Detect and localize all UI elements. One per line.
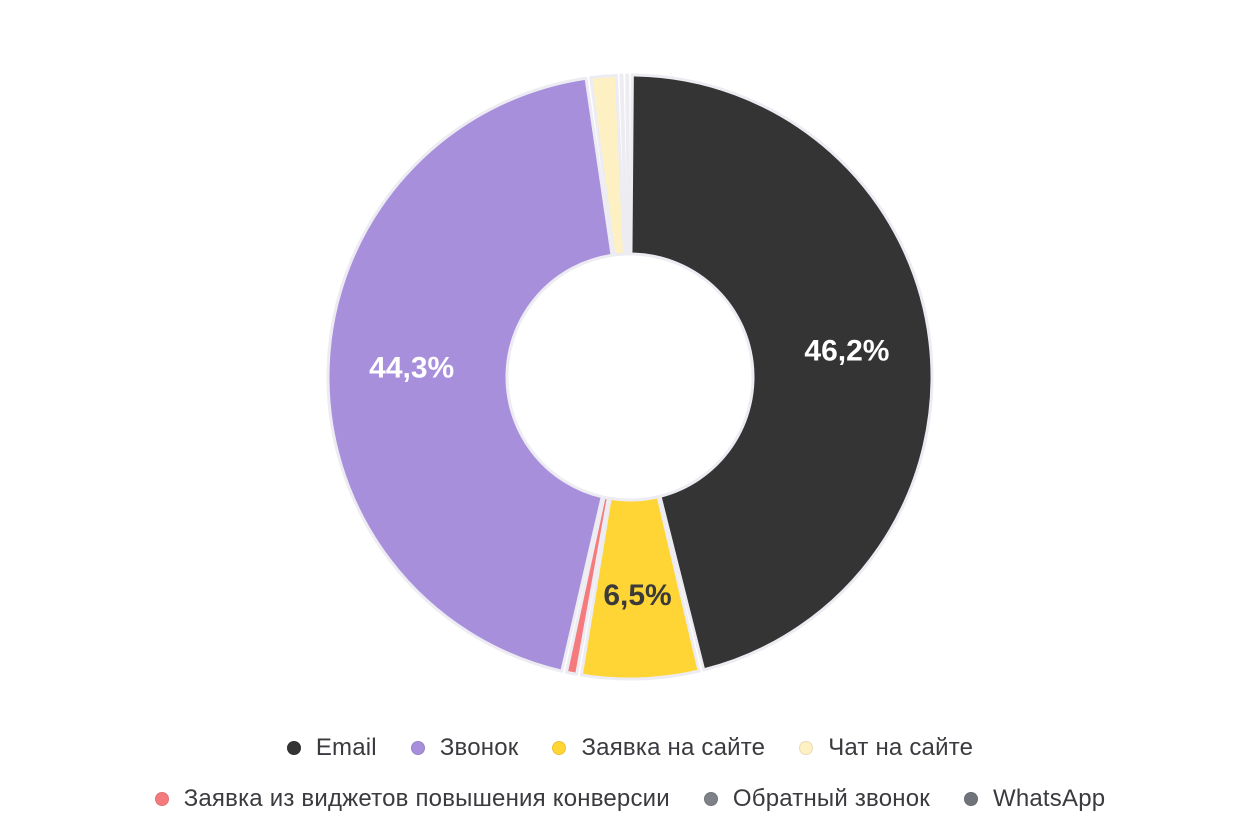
legend-item[interactable]: Чат на сайте <box>799 734 973 762</box>
slice-series-2[interactable] <box>579 495 701 681</box>
legend-label: Звонок <box>439 734 519 761</box>
slice-series-4[interactable] <box>326 76 614 673</box>
legend-label: Email <box>315 734 377 761</box>
legend-dot-icon <box>963 792 978 806</box>
slice-series-6[interactable] <box>619 73 629 256</box>
legend-item[interactable]: Обратный звонок <box>703 785 930 813</box>
legend-dot-icon <box>799 741 814 755</box>
slice-whatsapp[interactable] <box>625 73 631 256</box>
legend-row-1: Email Звонок Заявка на сайте Чат на сайте <box>0 730 1260 766</box>
slice-series-5[interactable] <box>589 73 626 257</box>
slice-series-3[interactable] <box>564 495 610 676</box>
legend-item[interactable]: Заявка из виджетов повышения конверсии <box>154 785 670 813</box>
legend-dot-icon <box>286 741 301 755</box>
donut-slice-labels: 46,2% 6,5% 44,3% <box>369 334 889 611</box>
legend-label: Чат на сайте <box>828 734 974 761</box>
legend-dot-icon <box>703 792 718 806</box>
legend-dot-icon <box>154 792 169 806</box>
legend-label: WhatsApp <box>992 785 1106 812</box>
legend-dot-icon <box>552 741 567 755</box>
donut-chart: 46,2% 6,5% 44,3% <box>326 73 934 681</box>
legend-item[interactable]: Email <box>286 734 377 762</box>
legend-label: Обратный звонок <box>732 785 930 812</box>
legend-dot-icon <box>410 741 425 755</box>
legend-item[interactable]: Заявка на сайте <box>552 734 765 762</box>
slice-label-series-2: 6,5% <box>603 579 671 612</box>
legend-item[interactable]: Звонок <box>410 734 519 762</box>
donut-slices <box>326 73 934 681</box>
legend-row-2: Заявка из виджетов повышения конверсии Об… <box>0 781 1260 817</box>
slice-label-email: 46,2% <box>804 334 889 367</box>
legend-label: Заявка на сайте <box>581 734 766 761</box>
legend-label: Заявка из виджетов повышения конверсии <box>183 785 670 812</box>
legend-item[interactable]: WhatsApp <box>963 785 1106 813</box>
slice-email[interactable] <box>629 73 934 672</box>
slice-label-series-4: 44,3% <box>369 352 454 385</box>
